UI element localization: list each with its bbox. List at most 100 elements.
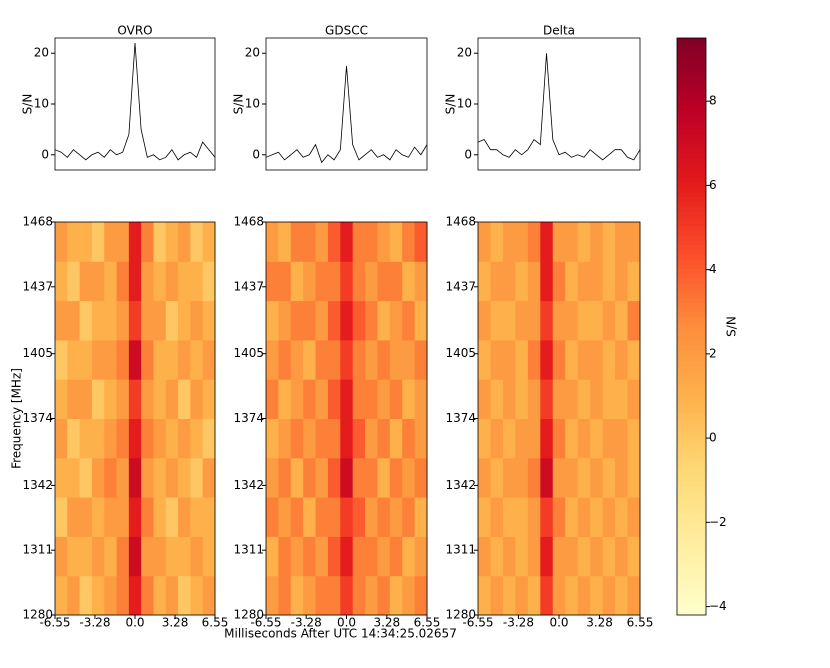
heatmap-cell <box>527 575 541 616</box>
heatmap-cell <box>377 418 391 459</box>
colorbar-swatch <box>677 321 706 327</box>
heatmap-cell <box>502 418 516 459</box>
heatmap-cell <box>590 575 604 616</box>
heatmap-cell <box>153 497 167 537</box>
heatmap-cell <box>402 536 416 577</box>
heatmap-cell <box>565 261 579 302</box>
heatmap-cell <box>303 418 317 459</box>
heatmap-cell <box>389 300 403 341</box>
colorbar-swatch <box>677 533 706 539</box>
heatmap-cell <box>552 536 566 577</box>
x-tick-label: 3.28 <box>586 616 613 630</box>
heatmap-cell <box>55 418 68 459</box>
heatmap-cell <box>602 300 616 341</box>
heatmap-cell <box>377 457 391 498</box>
heatmap-cell <box>627 339 641 380</box>
heatmap-cell <box>104 261 118 302</box>
panel-title: GDSCC <box>325 24 368 38</box>
heatmap-cell <box>352 536 366 577</box>
colorbar-swatch <box>677 437 706 443</box>
heatmap-cell <box>202 536 216 577</box>
heatmap-cell <box>552 222 566 262</box>
heatmap-cell <box>290 497 304 537</box>
colorbar-swatch <box>677 571 706 578</box>
colorbar-swatch <box>677 52 706 58</box>
heatmap-cell <box>402 222 416 262</box>
colorbar-swatch <box>677 76 706 82</box>
heatmap-cell <box>91 222 105 262</box>
signal-line <box>477 53 641 161</box>
heatmap-cell <box>590 261 604 302</box>
heatmap-cell <box>55 261 68 302</box>
colorbar-swatch <box>677 480 706 486</box>
heatmap-cell <box>352 379 366 419</box>
heatmap-cell <box>414 222 428 262</box>
heatmap-cell <box>627 300 641 341</box>
heatmap-cell <box>303 261 317 302</box>
colorbar-swatch <box>677 278 706 284</box>
heatmap-cell <box>365 457 378 498</box>
colorbar-swatch <box>677 273 706 279</box>
y-tick-label: 0 <box>41 147 49 161</box>
heatmap-cell <box>490 339 504 380</box>
heatmap-cell <box>190 261 204 302</box>
colorbar-swatch <box>677 57 706 63</box>
heatmap-cell <box>565 536 579 577</box>
colorbar-swatch <box>677 586 706 592</box>
colorbar-swatch <box>677 557 706 563</box>
colorbar-swatch <box>677 547 706 553</box>
heatmap-cell <box>565 379 579 419</box>
heatmap-cell <box>104 222 118 262</box>
colorbar-tick-label: 6 <box>709 178 717 192</box>
colorbar-swatch <box>677 249 706 255</box>
y-tick-label: 1342 <box>445 478 476 492</box>
heatmap-cell <box>128 339 142 380</box>
heatmap-cell <box>389 418 403 459</box>
heatmap-cell <box>565 457 579 498</box>
heatmap-cell <box>515 339 529 380</box>
axes-frame <box>477 37 641 171</box>
colorbar-swatch <box>677 244 706 251</box>
panel-title: Delta <box>543 24 575 38</box>
heatmap-cell <box>615 457 629 498</box>
heatmap-cell <box>116 418 130 459</box>
heatmap-cell <box>79 497 93 537</box>
heatmap-cell <box>602 339 616 380</box>
heatmap-cell <box>153 457 167 498</box>
x-tick-label: -6.55 <box>250 616 281 630</box>
heatmap-cell <box>128 457 142 498</box>
colorbar-swatch <box>677 47 706 53</box>
colorbar-swatch <box>677 566 706 573</box>
heatmap-cell <box>153 339 167 380</box>
heatmap-cell <box>590 379 604 419</box>
heatmap-cell <box>590 457 604 498</box>
heatmap-cell <box>627 497 641 537</box>
heatmap-cell <box>627 457 641 498</box>
heatmap-cell <box>141 222 154 262</box>
heatmap-cell <box>141 418 154 459</box>
y-tick-label: 1374 <box>233 411 264 425</box>
heatmap-cell <box>315 300 329 341</box>
heatmap-cell <box>527 379 541 419</box>
heatmap-cell <box>515 418 529 459</box>
heatmap-cell <box>340 497 354 537</box>
y-tick-label: 1468 <box>22 215 53 229</box>
y-tick-label: 10 <box>34 97 49 111</box>
heatmap-cell <box>478 497 491 537</box>
colorbar-swatch <box>677 504 706 510</box>
heatmap-cell <box>478 261 491 302</box>
heatmap-cell <box>190 575 204 616</box>
colorbar-swatch <box>677 191 706 198</box>
heatmap-cell <box>502 261 516 302</box>
heatmap-cell <box>515 379 529 419</box>
x-tick-label: -6.55 <box>39 616 70 630</box>
y-tick-label: 1468 <box>233 215 264 229</box>
heatmap-cell <box>55 575 68 616</box>
heatmap-cell <box>552 379 566 419</box>
heatmap-cell <box>128 222 142 262</box>
y-tick-label: 1280 <box>233 608 264 622</box>
x-tick-label: 0.0 <box>337 616 356 630</box>
colorbar-swatch <box>677 336 706 342</box>
heatmap-cell <box>627 222 641 262</box>
colorbar-swatch <box>677 542 706 549</box>
